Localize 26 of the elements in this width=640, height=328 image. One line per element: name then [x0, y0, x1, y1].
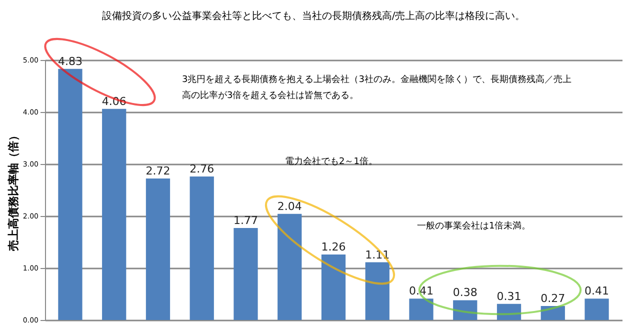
y-axis-title: 売上高債務比率軸（倍）	[6, 130, 20, 251]
bar	[146, 178, 170, 320]
data-label: 0.31	[496, 290, 522, 303]
bar	[365, 262, 390, 320]
data-label: 4.06	[102, 94, 126, 108]
data-label: 1.26	[321, 240, 346, 254]
data-label: 2.72	[146, 164, 170, 178]
annotation: 一般の事業会社は1倍未満。	[417, 220, 531, 232]
chart-title: 設備投資の多い公益事業会社等と比べても、当社の長期債務残高/売上高の比率は格段に高い。	[102, 10, 526, 22]
bar	[584, 298, 609, 320]
data-label: 2.04	[277, 200, 302, 213]
bar	[190, 176, 214, 320]
data-label: 2.76	[190, 162, 214, 176]
data-label: 0.41	[584, 284, 610, 298]
bar	[321, 254, 346, 320]
data-label: 1.77	[233, 214, 258, 227]
data-label: 4.83	[58, 54, 82, 68]
data-label: 0.27	[540, 292, 566, 305]
bar	[409, 298, 434, 320]
bar	[102, 108, 126, 320]
bar	[278, 214, 302, 320]
bar	[58, 68, 82, 320]
annotation: 電力会社でも2～1倍。	[285, 156, 378, 167]
bar	[234, 228, 258, 320]
annotation: 3兆円を超える長期債務を抱える上場会社（3社のみ。金融機関を除く）で、長期債務残高／売上高の比率が3倍を超える会社は皆無である。	[182, 74, 572, 101]
data-label: 0.38	[452, 286, 478, 300]
